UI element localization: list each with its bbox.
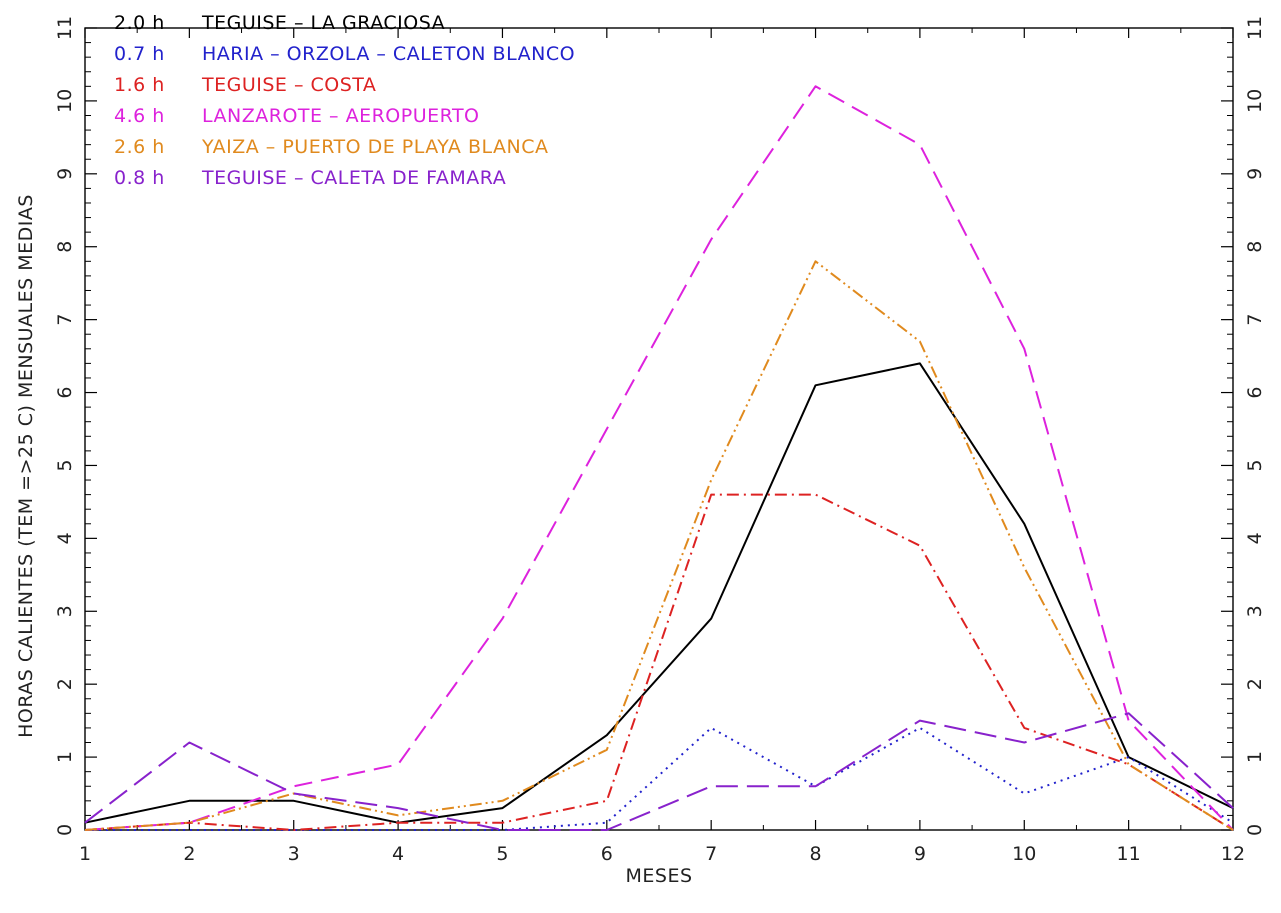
y-tick-label-right: 11 bbox=[1244, 16, 1266, 40]
x-tick-label: 11 bbox=[1117, 843, 1141, 865]
x-tick-label: 4 bbox=[392, 843, 404, 865]
y-tick-label-left: 5 bbox=[54, 459, 76, 471]
y-tick-label-right: 7 bbox=[1244, 314, 1266, 326]
y-tick-label-left: 9 bbox=[54, 168, 76, 180]
y-tick-label-right: 5 bbox=[1244, 459, 1266, 471]
y-tick-label-left: 7 bbox=[54, 314, 76, 326]
legend-value-1: 2.0 h bbox=[114, 12, 165, 34]
series-line-1 bbox=[84, 362, 1234, 824]
legend-value-3: 1.6 h bbox=[114, 74, 165, 96]
x-tick-label: 7 bbox=[705, 843, 717, 865]
legend-label-5: YAIZA – PUERTO DE PLAYA BLANCA bbox=[201, 136, 549, 158]
legend-label-2: HARIA – ORZOLA – CALETON BLANCO bbox=[202, 43, 575, 65]
y-tick-label-right: 9 bbox=[1244, 168, 1266, 180]
x-tick-label: 12 bbox=[1221, 843, 1245, 865]
y-tick-label-left: 8 bbox=[54, 241, 76, 253]
y-tick-label-right: 1 bbox=[1244, 751, 1266, 763]
y-tick-label-right: 4 bbox=[1244, 532, 1266, 544]
x-tick-label: 8 bbox=[809, 843, 821, 865]
legend-label-3: TEGUISE – COSTA bbox=[201, 74, 376, 96]
y-axis-label: HORAS CALIENTES (TEM =>25 C) MENSUALES M… bbox=[15, 194, 37, 738]
series-line-5 bbox=[84, 260, 1234, 831]
y-tick-label-right: 3 bbox=[1244, 605, 1266, 617]
x-tick-label: 9 bbox=[914, 843, 926, 865]
x-tick-label: 5 bbox=[496, 843, 508, 865]
series-line-3 bbox=[84, 493, 1234, 831]
y-tick-label-left: 10 bbox=[54, 89, 76, 113]
y-tick-label-right: 2 bbox=[1244, 678, 1266, 690]
y-tick-label-left: 3 bbox=[54, 605, 76, 617]
series-line-4 bbox=[84, 85, 1234, 831]
y-tick-label-right: 8 bbox=[1244, 241, 1266, 253]
series-line-2 bbox=[85, 726, 1234, 831]
legend-value-2: 0.7 h bbox=[114, 43, 165, 65]
x-tick-label: 2 bbox=[183, 843, 195, 865]
y-tick-label-left: 6 bbox=[54, 386, 76, 398]
legend-value-5: 2.6 h bbox=[114, 136, 165, 158]
legend-label-6: TEGUISE – CALETA DE FAMARA bbox=[201, 167, 506, 189]
x-axis-label: MESES bbox=[625, 865, 692, 887]
x-tick-label: 1 bbox=[79, 843, 91, 865]
series-line-6 bbox=[84, 712, 1234, 831]
x-tick-label: 10 bbox=[1012, 843, 1036, 865]
legend: 2.0 h TEGUISE – LA GRACIOSA 0.7 h HARIA – O… bbox=[114, 12, 575, 189]
y-tick-label-left: 1 bbox=[54, 751, 76, 763]
y-tick-label-left: 4 bbox=[54, 532, 76, 544]
y-tick-label-right: 6 bbox=[1244, 386, 1266, 398]
x-tick-label: 3 bbox=[288, 843, 300, 865]
axes: 1 2 3 4 5 6 7 8 9 10 11 120 01 12 23 34 45 56 67 78 89 910 101… bbox=[54, 16, 1266, 865]
legend-value-4: 4.6 h bbox=[114, 105, 165, 127]
legend-label-1: TEGUISE – LA GRACIOSA bbox=[201, 12, 445, 34]
legend-value-6: 0.8 h bbox=[114, 167, 165, 189]
y-tick-label-right: 10 bbox=[1244, 89, 1266, 113]
y-tick-label-left: 11 bbox=[54, 16, 76, 40]
y-tick-label-left: 2 bbox=[54, 678, 76, 690]
legend-label-4: LANZAROTE – AEROPUERTO bbox=[202, 105, 480, 127]
y-tick-label-left: 0 bbox=[54, 824, 76, 836]
series-lines bbox=[84, 85, 1234, 831]
y-tick-label-right: 0 bbox=[1244, 824, 1266, 836]
x-tick-label: 6 bbox=[601, 843, 613, 865]
